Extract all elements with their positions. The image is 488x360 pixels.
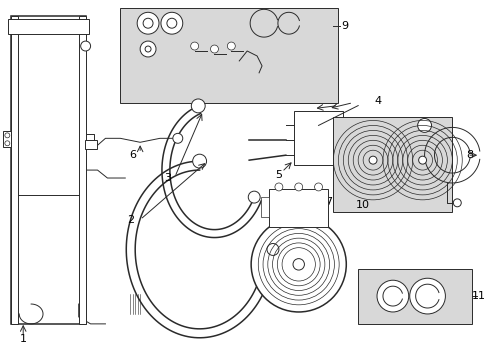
Circle shape bbox=[143, 18, 153, 28]
Text: 9: 9 bbox=[341, 21, 348, 31]
Bar bbox=[3, 131, 11, 147]
Circle shape bbox=[409, 278, 445, 314]
Circle shape bbox=[418, 156, 426, 164]
Circle shape bbox=[248, 191, 260, 203]
Circle shape bbox=[294, 183, 302, 191]
Bar bbox=[84, 140, 96, 149]
Text: 1: 1 bbox=[20, 334, 27, 344]
Circle shape bbox=[251, 217, 346, 312]
Text: 6: 6 bbox=[129, 150, 137, 160]
Circle shape bbox=[417, 118, 430, 132]
Circle shape bbox=[166, 18, 177, 28]
Text: 2: 2 bbox=[126, 215, 134, 225]
Circle shape bbox=[314, 183, 322, 191]
Circle shape bbox=[292, 258, 304, 270]
Circle shape bbox=[227, 42, 235, 50]
Circle shape bbox=[266, 243, 278, 255]
Circle shape bbox=[5, 133, 10, 138]
Bar bbox=[333, 117, 451, 212]
Bar bbox=[357, 269, 471, 324]
Text: 4: 4 bbox=[374, 96, 381, 105]
Circle shape bbox=[190, 42, 198, 50]
Text: 7: 7 bbox=[324, 197, 331, 207]
Circle shape bbox=[140, 41, 156, 57]
Circle shape bbox=[172, 133, 183, 143]
Bar bbox=[8, 19, 88, 34]
Circle shape bbox=[376, 280, 408, 312]
Bar bbox=[11, 16, 18, 324]
Bar bbox=[79, 16, 85, 324]
Circle shape bbox=[210, 45, 218, 53]
Circle shape bbox=[5, 141, 10, 146]
Text: 10: 10 bbox=[355, 200, 369, 210]
Circle shape bbox=[81, 41, 90, 51]
Circle shape bbox=[274, 183, 282, 191]
Circle shape bbox=[452, 199, 460, 207]
Circle shape bbox=[192, 154, 206, 168]
Circle shape bbox=[161, 12, 183, 34]
Bar bbox=[120, 8, 338, 103]
Bar bbox=[11, 16, 85, 324]
Text: 5: 5 bbox=[275, 170, 282, 180]
Circle shape bbox=[137, 12, 159, 34]
Circle shape bbox=[145, 46, 151, 52]
Text: 3: 3 bbox=[164, 173, 171, 183]
Bar bbox=[261, 197, 268, 217]
Text: 11: 11 bbox=[471, 291, 485, 301]
Circle shape bbox=[191, 99, 205, 113]
Bar bbox=[268, 189, 328, 227]
Bar bbox=[293, 111, 343, 165]
Circle shape bbox=[368, 156, 376, 164]
Text: 8: 8 bbox=[466, 150, 473, 160]
